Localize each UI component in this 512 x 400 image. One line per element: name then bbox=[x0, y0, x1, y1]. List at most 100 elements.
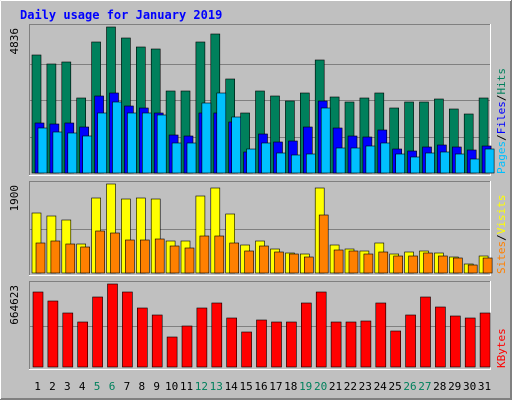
x-tick-label-14: 14 bbox=[225, 380, 239, 393]
bar-sites-day-14 bbox=[229, 242, 239, 274]
bar-pages-day-21 bbox=[335, 147, 346, 174]
x-tick-label-15: 15 bbox=[239, 380, 252, 393]
bar-kbytes-day-8 bbox=[137, 307, 148, 368]
bar-kbytes-day-4 bbox=[77, 321, 88, 368]
bar-pages-day-11 bbox=[186, 142, 197, 174]
bar-kbytes-day-12 bbox=[196, 307, 208, 368]
x-tick-label-10: 10 bbox=[165, 380, 178, 393]
legend-item: KBytes bbox=[495, 328, 508, 368]
legend: Sites/Visits bbox=[495, 195, 508, 275]
bar-kbytes-day-9 bbox=[151, 314, 163, 368]
bar-kbytes-day-21 bbox=[330, 321, 342, 368]
x-axis-labels: 1 2 3 4 5 6 7 8 9 10 11 12 13 14 15 16 17 18 19 20 21 22 23 24 2… bbox=[34, 380, 491, 393]
x-tick-label-8: 8 bbox=[138, 380, 145, 393]
x-tick-label-9: 9 bbox=[153, 380, 160, 393]
bar-sites-day-13 bbox=[214, 235, 225, 274]
bar-pages-day-13 bbox=[216, 92, 227, 174]
bar-pages-day-9 bbox=[156, 114, 167, 174]
bar-kbytes-day-26 bbox=[405, 314, 416, 368]
x-tick-label-3: 3 bbox=[64, 380, 71, 393]
bar-pages-day-6 bbox=[112, 101, 122, 174]
bar-pages-day-1 bbox=[37, 127, 48, 174]
bar-kbytes-day-18 bbox=[286, 321, 297, 368]
bar-pages-day-14 bbox=[231, 116, 241, 174]
legend-item: Hits bbox=[495, 68, 508, 95]
bar-sites-day-2 bbox=[50, 240, 61, 274]
bar-kbytes-day-5 bbox=[92, 296, 103, 368]
bar-sites-day-3 bbox=[65, 243, 76, 274]
bar-pages-day-18 bbox=[291, 154, 301, 174]
x-tick-label-19: 19 bbox=[299, 380, 312, 393]
bar-sites-day-21 bbox=[333, 249, 344, 274]
bar-pages-day-8 bbox=[142, 112, 152, 174]
bar-sites-day-27 bbox=[423, 252, 433, 274]
x-tick-label-27: 27 bbox=[418, 380, 431, 393]
bar-kbytes-day-22 bbox=[345, 321, 357, 368]
bar-kbytes-day-14 bbox=[226, 317, 237, 368]
bar-sites-day-19 bbox=[303, 256, 314, 274]
bar-kbytes-day-16 bbox=[256, 319, 267, 368]
x-tick-label-16: 16 bbox=[254, 380, 267, 393]
panel-kbytes: 664623 KBytes bbox=[8, 281, 508, 370]
x-tick-label-17: 17 bbox=[269, 380, 282, 393]
bar-sites-day-12 bbox=[199, 235, 210, 274]
bar-kbytes-day-10 bbox=[166, 336, 178, 368]
bar-sites-day-18 bbox=[289, 253, 299, 274]
bar-sites-day-29 bbox=[452, 257, 463, 274]
x-tick-label-31: 31 bbox=[478, 380, 491, 393]
x-tick-label-22: 22 bbox=[344, 380, 357, 393]
bar-pages-day-25 bbox=[395, 153, 406, 174]
bar-pages-day-17 bbox=[276, 152, 286, 174]
bar-pages-day-12 bbox=[201, 102, 212, 174]
x-tick-label-6: 6 bbox=[109, 380, 116, 393]
chart-title: Daily usage for January 2019 bbox=[20, 8, 222, 22]
chart-panels: 4836Pages/Files/Hits1900Sites/Visits6646… bbox=[8, 24, 508, 370]
bar-pages-day-27 bbox=[425, 152, 435, 174]
legend-item: Pages bbox=[495, 141, 508, 174]
legend-item: Sites bbox=[495, 241, 508, 274]
panel-sites-visits: 1900 Sites/Visits bbox=[8, 181, 508, 276]
x-tick-label-5: 5 bbox=[94, 380, 101, 393]
x-tick-label-23: 23 bbox=[359, 380, 372, 393]
bar-sites-day-11 bbox=[184, 247, 195, 274]
x-tick-label-24: 24 bbox=[374, 380, 388, 393]
bar-kbytes-day-27 bbox=[420, 296, 431, 368]
bar-kbytes-day-20 bbox=[315, 291, 327, 368]
x-tick-label-13: 13 bbox=[210, 380, 223, 393]
bar-sites-day-10 bbox=[169, 245, 180, 274]
bar-sites-day-25 bbox=[393, 255, 404, 274]
bar-sites-day-26 bbox=[408, 255, 418, 274]
bar-sites-day-31 bbox=[482, 257, 493, 274]
legend: Pages/Files/Hits bbox=[495, 68, 508, 174]
bar-kbytes-day-3 bbox=[62, 312, 74, 368]
bar-sites-day-20 bbox=[318, 214, 329, 274]
bar-sites-day-22 bbox=[348, 250, 359, 274]
bar-kbytes-day-31 bbox=[479, 312, 491, 368]
bar-sites-day-15 bbox=[244, 250, 254, 274]
bar-pages-day-3 bbox=[67, 132, 78, 174]
x-tick-label-30: 30 bbox=[463, 380, 476, 393]
y-max-label: 1900 bbox=[8, 185, 21, 212]
bar-pages-day-28 bbox=[440, 151, 450, 174]
x-tick-label-11: 11 bbox=[180, 380, 193, 393]
bar-sites-day-30 bbox=[467, 264, 478, 274]
bar-kbytes-day-7 bbox=[122, 291, 133, 368]
bar-sites-day-23 bbox=[363, 253, 374, 274]
x-tick-label-28: 28 bbox=[433, 380, 446, 393]
x-tick-label-20: 20 bbox=[314, 380, 327, 393]
bar-pages-day-7 bbox=[127, 112, 137, 174]
bar-kbytes-day-29 bbox=[449, 315, 461, 368]
bar-pages-day-20 bbox=[320, 107, 331, 174]
bar-sites-day-9 bbox=[154, 238, 165, 274]
x-tick-label-1: 1 bbox=[34, 380, 41, 393]
bar-pages-day-24 bbox=[380, 142, 391, 174]
x-tick-label-2: 2 bbox=[49, 380, 56, 393]
legend-item: Visits bbox=[495, 195, 508, 235]
bar-pages-day-4 bbox=[82, 135, 92, 174]
legend-item: Files bbox=[495, 101, 508, 134]
bar-kbytes-day-30 bbox=[464, 317, 476, 368]
y-max-label: 4836 bbox=[8, 28, 21, 55]
legend-item: / bbox=[495, 134, 508, 141]
